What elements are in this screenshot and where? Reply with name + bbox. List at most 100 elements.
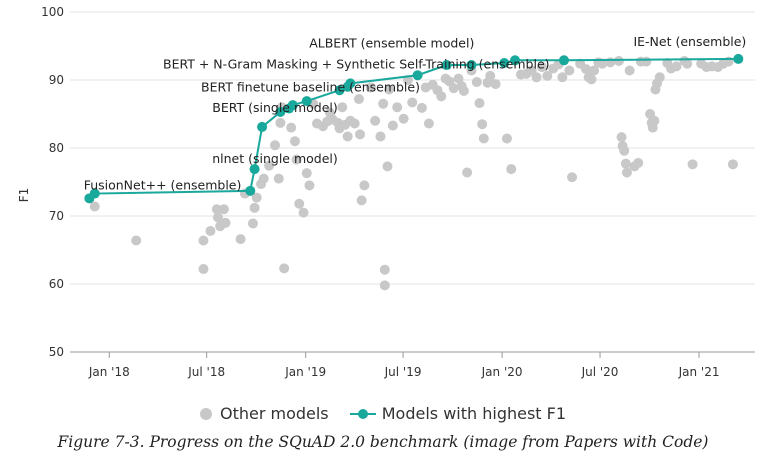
legend-item-other-models[interactable]: Other models — [199, 404, 329, 423]
other-model-point — [291, 154, 302, 165]
annotation-label: BERT finetune baseline (ensemble) — [201, 80, 420, 95]
other-model-point — [89, 201, 100, 212]
other-model-point — [387, 120, 398, 131]
other-model-point — [205, 225, 216, 236]
legend-label-other-models: Other models — [219, 404, 329, 423]
other-model-point — [485, 70, 496, 81]
other-model-point — [279, 263, 290, 274]
other-model-point — [301, 168, 312, 179]
other-model-point — [398, 113, 409, 124]
other-model-point — [474, 98, 485, 109]
other-model-point — [597, 58, 608, 69]
other-model-point — [633, 157, 644, 168]
other-model-point — [462, 167, 473, 178]
other-model-point — [586, 74, 597, 85]
annotations: ALBERT (ensemble model) IE-Net (ensemble)… — [84, 34, 747, 192]
other-model-point — [477, 119, 488, 130]
legend-item-highest-f1[interactable]: Models with highest F1 — [349, 404, 567, 423]
y-tick-label: 80 — [49, 141, 64, 155]
best-model-point — [412, 70, 423, 81]
other-model-point — [671, 61, 682, 72]
annotation-label: ALBERT (ensemble model) — [309, 35, 474, 50]
chart: 50 60 70 80 90 100 Jan '18 Jul '18 Jan '19 Jul '… — [17, 5, 755, 379]
other-model-point — [382, 161, 393, 172]
best-model-point — [558, 55, 569, 66]
other-model-point — [589, 65, 600, 76]
best-model-point — [499, 58, 510, 68]
other-model-point — [212, 212, 223, 223]
best-model-point — [510, 55, 521, 66]
other-model-point — [624, 65, 635, 76]
other-model-point — [286, 122, 297, 133]
other-model-point — [270, 140, 281, 151]
other-model-point — [478, 133, 489, 144]
legend-label-highest-f1: Models with highest F1 — [381, 404, 567, 423]
other-model-point — [342, 131, 353, 142]
y-axis-ticks: 50 60 70 80 90 100 — [41, 5, 64, 359]
other-model-point — [654, 72, 665, 83]
other-model-point — [649, 115, 660, 126]
other-model-point — [359, 180, 370, 191]
best-model-point — [733, 53, 744, 64]
other-model-point — [407, 97, 418, 108]
other-model-point — [542, 70, 553, 81]
other-model-point — [448, 83, 459, 94]
other-model-point — [379, 264, 390, 275]
other-model-point — [423, 118, 434, 129]
y-tick-label: 90 — [49, 73, 64, 87]
best-model-point — [301, 96, 312, 107]
other-model-point — [370, 115, 381, 126]
y-tick-label: 70 — [49, 209, 64, 223]
y-axis-label: F1 — [17, 188, 31, 203]
other-model-point — [641, 56, 652, 67]
other-model-point — [531, 72, 542, 83]
best-model-point — [287, 100, 298, 111]
other-model-point — [378, 98, 389, 109]
other-model-point — [247, 218, 258, 229]
other-model-point — [211, 204, 222, 215]
annotation-label: BERT + N-Gram Masking + Synthetic Self-T… — [163, 56, 550, 71]
other-models-points — [89, 55, 738, 291]
other-model-point — [436, 91, 447, 102]
best-model-point — [245, 185, 256, 196]
other-model-point — [621, 167, 632, 178]
legend-teal-line-icon — [349, 408, 376, 420]
x-tick-label: Jul '18 — [187, 365, 225, 379]
other-model-point — [365, 82, 376, 93]
other-model-point — [416, 102, 427, 113]
other-model-point — [337, 102, 348, 113]
best-model-point — [345, 78, 356, 89]
other-model-point — [251, 192, 262, 203]
other-model-point — [379, 280, 390, 291]
other-model-point — [458, 85, 469, 96]
other-model-point — [453, 73, 464, 84]
other-model-point — [258, 173, 269, 184]
best-model-point — [249, 164, 260, 175]
other-model-point — [471, 77, 482, 88]
other-model-point — [198, 264, 209, 275]
y-tick-label: 100 — [41, 5, 64, 19]
other-model-point — [392, 102, 403, 113]
annotation-label: nlnet (single model) — [212, 151, 338, 166]
other-model-point — [275, 117, 286, 128]
other-model-point — [249, 202, 260, 213]
other-model-point — [289, 136, 300, 147]
other-model-point — [620, 158, 631, 169]
best-models-line — [84, 53, 744, 204]
x-axis: Jan '18 Jul '18 Jan '19 Jul '19 Jan '20 Jul '… — [88, 352, 719, 379]
figure-caption: Figure 7-3. Progress on the SQuAD 2.0 be… — [57, 433, 709, 451]
other-model-point — [501, 133, 512, 144]
x-tick-label: Jul '19 — [384, 365, 422, 379]
gridlines — [70, 11, 755, 353]
other-model-point — [616, 132, 627, 143]
other-model-point — [218, 204, 229, 215]
other-model-point — [294, 198, 305, 209]
legend: Other models Models with highest F1 — [0, 404, 766, 424]
other-model-point — [687, 159, 698, 170]
other-model-point — [375, 131, 386, 142]
annotation-label: BERT (single model) — [212, 100, 338, 115]
other-model-point — [619, 145, 630, 156]
other-model-point — [220, 217, 231, 228]
y-tick-label: 50 — [49, 345, 64, 359]
other-model-point — [198, 235, 209, 246]
